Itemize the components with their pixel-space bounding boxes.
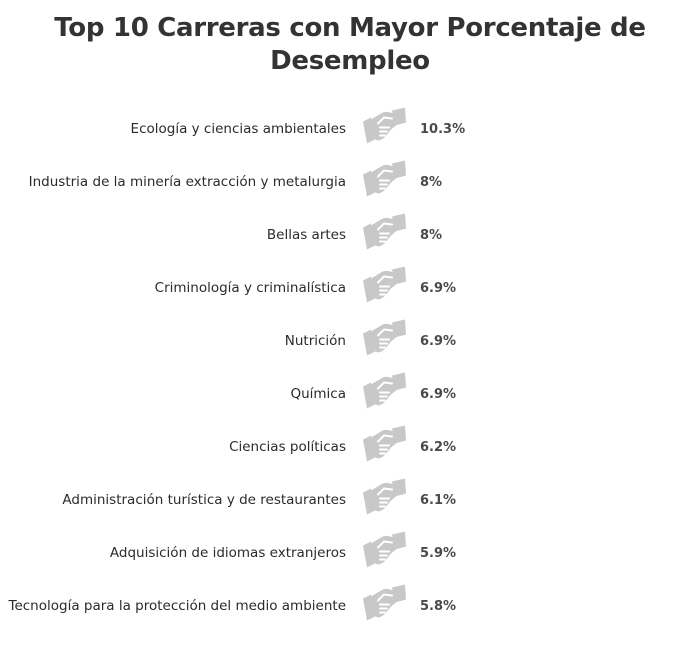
value-label: 8%	[420, 175, 442, 190]
value-label: 5.8%	[420, 599, 456, 614]
chart-row: Química 6.9%	[290, 372, 456, 409]
value-label: 6.9%	[420, 334, 456, 349]
icon-empty-part	[363, 531, 406, 568]
handshake-icon	[363, 266, 406, 303]
chart-row: Tecnología para la protección del medio …	[8, 584, 456, 621]
handshake-icon	[363, 319, 406, 356]
category-label: Ciencias políticas	[229, 439, 346, 455]
category-label: Bellas artes	[267, 227, 346, 243]
handshake-icon	[363, 425, 406, 462]
handshake-icon	[363, 160, 406, 197]
category-label: Nutrición	[285, 333, 346, 349]
handshake-icon	[363, 531, 406, 568]
handshake-icon	[363, 107, 406, 144]
icon-empty-part	[363, 266, 406, 303]
icon-empty-part	[363, 425, 406, 462]
value-label: 10.3%	[420, 122, 465, 137]
category-label: Adquisición de idiomas extranjeros	[110, 545, 346, 561]
handshake-icon	[363, 372, 406, 409]
value-label: 6.1%	[420, 493, 456, 508]
category-label: Tecnología para la protección del medio …	[8, 598, 347, 614]
handshake-icon	[363, 584, 406, 621]
chart-title-line-1: Top 10 Carreras con Mayor Porcentaje de	[54, 13, 646, 43]
chart-row: Administración turística y de restaurant…	[62, 478, 456, 515]
icon-empty-part	[363, 478, 406, 515]
icon-empty-part	[363, 213, 406, 250]
chart-title: Top 10 Carreras con Mayor Porcentaje de …	[0, 12, 700, 78]
category-label: Química	[290, 386, 346, 402]
handshake-icon	[363, 213, 406, 250]
category-label: Criminología y criminalística	[155, 280, 346, 296]
category-label: Administración turística y de restaurant…	[62, 492, 346, 508]
icon-empty-part	[363, 584, 406, 621]
chart-row: Ecología y ciencias ambientales 10.3%	[131, 107, 465, 144]
chart-title-line-2: Desempleo	[270, 46, 430, 76]
category-label: Ecología y ciencias ambientales	[131, 121, 346, 137]
chart-row: Bellas artes 8%	[267, 213, 442, 250]
icon-empty-part	[363, 319, 406, 356]
category-label: Industria de la minería extracción y met…	[29, 174, 346, 190]
chart-row: Ciencias políticas 6.2%	[229, 425, 456, 462]
value-label: 6.9%	[420, 387, 456, 402]
value-label: 6.9%	[420, 281, 456, 296]
icon-empty-part	[363, 372, 406, 409]
chart-row: Industria de la minería extracción y met…	[29, 160, 442, 197]
chart-rows: Ecología y ciencias ambientales 10.3% Indu…	[8, 107, 465, 621]
value-label: 6.2%	[420, 440, 456, 455]
chart-row: Criminología y criminalística 6.9%	[155, 266, 456, 303]
handshake-icon	[363, 478, 406, 515]
value-label: 8%	[420, 228, 442, 243]
icon-empty-part	[363, 107, 406, 144]
chart-row: Nutrición 6.9%	[285, 319, 456, 356]
icon-empty-part	[363, 160, 406, 197]
value-label: 5.9%	[420, 546, 456, 561]
chart-row: Adquisición de idiomas extranjeros 5.9%	[110, 531, 456, 568]
